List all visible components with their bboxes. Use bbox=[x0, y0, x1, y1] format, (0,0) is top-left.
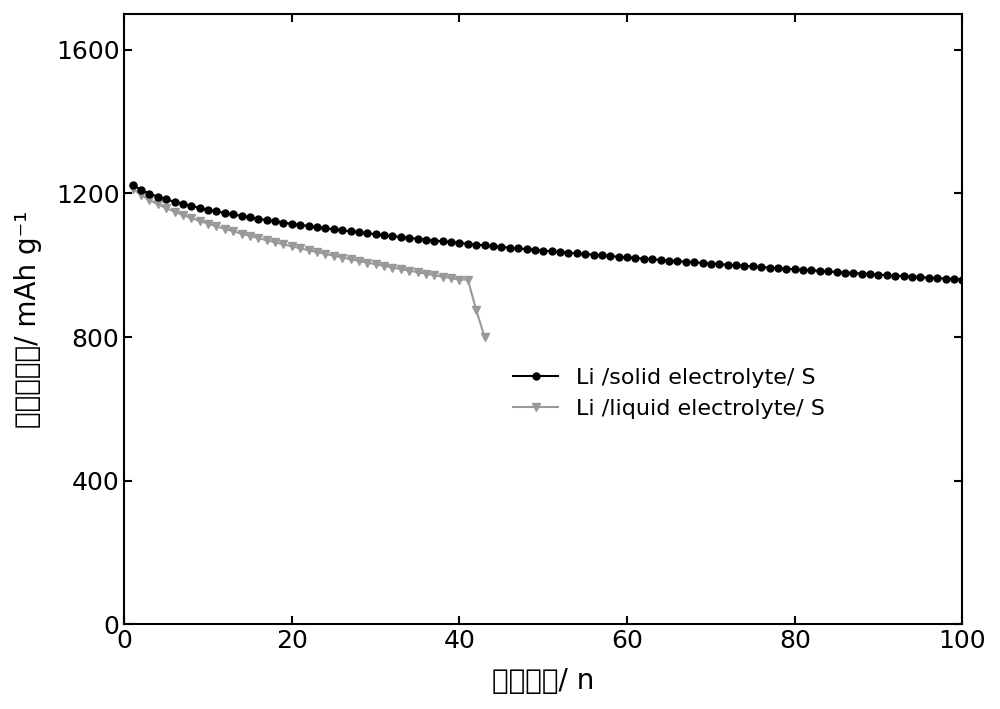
Li /liquid electrolyte/ S bbox=[453, 275, 465, 284]
Li /liquid electrolyte/ S bbox=[294, 244, 306, 252]
Li /liquid electrolyte/ S bbox=[303, 246, 315, 255]
Y-axis label: 放电比容量/ mAh g⁻¹: 放电比容量/ mAh g⁻¹ bbox=[14, 211, 42, 428]
Li /liquid electrolyte/ S bbox=[420, 269, 432, 278]
Li /liquid electrolyte/ S bbox=[428, 271, 440, 279]
Li /liquid electrolyte/ S bbox=[244, 232, 256, 240]
Li /liquid electrolyte/ S bbox=[286, 242, 298, 251]
Li /liquid electrolyte/ S bbox=[311, 248, 323, 257]
Li /liquid electrolyte/ S bbox=[462, 275, 474, 284]
Li /liquid electrolyte/ S bbox=[219, 225, 231, 233]
Li /solid electrolyte/ S bbox=[889, 272, 901, 280]
Li /liquid electrolyte/ S bbox=[194, 217, 206, 225]
Li /liquid electrolyte/ S bbox=[252, 234, 264, 242]
Li /liquid electrolyte/ S bbox=[378, 262, 390, 270]
Li /liquid electrolyte/ S bbox=[160, 204, 172, 213]
Li /solid electrolyte/ S bbox=[621, 253, 633, 262]
Li /liquid electrolyte/ S bbox=[135, 191, 147, 199]
Li /liquid electrolyte/ S bbox=[269, 238, 281, 247]
Li /liquid electrolyte/ S bbox=[386, 263, 398, 272]
Li /liquid electrolyte/ S bbox=[185, 214, 197, 223]
Li /solid electrolyte/ S bbox=[319, 224, 331, 233]
Line: Li /solid electrolyte/ S: Li /solid electrolyte/ S bbox=[129, 182, 966, 283]
Li /liquid electrolyte/ S bbox=[143, 196, 155, 204]
Li /liquid electrolyte/ S bbox=[127, 184, 139, 193]
Li /liquid electrolyte/ S bbox=[403, 267, 415, 275]
Li /liquid electrolyte/ S bbox=[210, 222, 222, 230]
Li /liquid electrolyte/ S bbox=[227, 227, 239, 235]
Li /liquid electrolyte/ S bbox=[319, 250, 331, 258]
Li /solid electrolyte/ S bbox=[554, 247, 566, 256]
Li /liquid electrolyte/ S bbox=[345, 255, 357, 264]
Li /liquid electrolyte/ S bbox=[353, 257, 365, 265]
Li /liquid electrolyte/ S bbox=[370, 260, 382, 269]
Li /liquid electrolyte/ S bbox=[236, 230, 248, 238]
Li /liquid electrolyte/ S bbox=[328, 252, 340, 260]
Li /liquid electrolyte/ S bbox=[395, 265, 407, 274]
Li /solid electrolyte/ S bbox=[127, 181, 139, 189]
Legend: Li /solid electrolyte/ S, Li /liquid electrolyte/ S: Li /solid electrolyte/ S, Li /liquid ele… bbox=[502, 357, 836, 430]
Li /liquid electrolyte/ S bbox=[361, 258, 373, 267]
Li /liquid electrolyte/ S bbox=[261, 236, 273, 245]
Li /solid electrolyte/ S bbox=[286, 220, 298, 228]
Li /liquid electrolyte/ S bbox=[169, 208, 181, 216]
Li /liquid electrolyte/ S bbox=[336, 253, 348, 262]
Li /liquid electrolyte/ S bbox=[412, 268, 424, 277]
Line: Li /liquid electrolyte/ S: Li /liquid electrolyte/ S bbox=[128, 184, 489, 341]
Li /liquid electrolyte/ S bbox=[152, 200, 164, 208]
Li /liquid electrolyte/ S bbox=[479, 333, 491, 341]
Li /liquid electrolyte/ S bbox=[437, 272, 449, 281]
Li /solid electrolyte/ S bbox=[914, 273, 926, 281]
Li /liquid electrolyte/ S bbox=[177, 211, 189, 219]
Li /liquid electrolyte/ S bbox=[445, 274, 457, 282]
X-axis label: 循环次数/ n: 循环次数/ n bbox=[492, 667, 594, 695]
Li /liquid electrolyte/ S bbox=[277, 240, 289, 249]
Li /liquid electrolyte/ S bbox=[202, 219, 214, 228]
Li /liquid electrolyte/ S bbox=[470, 306, 482, 314]
Li /solid electrolyte/ S bbox=[956, 275, 968, 284]
